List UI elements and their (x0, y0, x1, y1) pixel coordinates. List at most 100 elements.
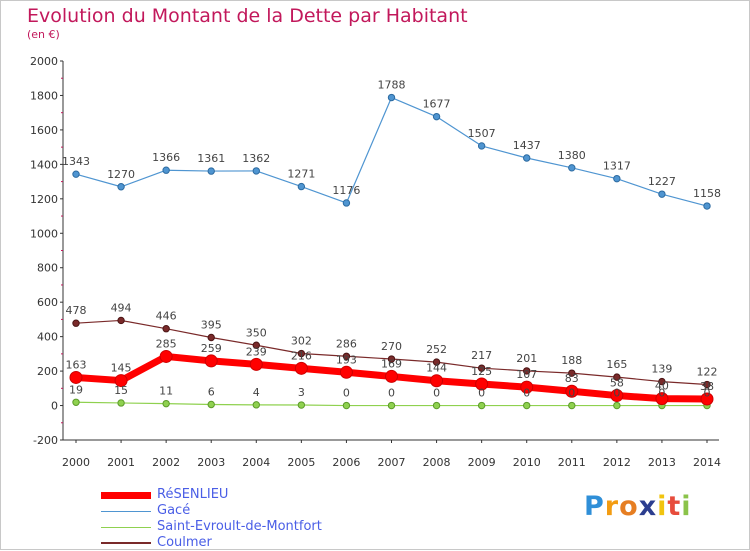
x-tick-label: 2008 (423, 456, 451, 469)
data-point (568, 369, 576, 377)
data-label: 1271 (287, 168, 315, 181)
data-label: 193 (336, 353, 357, 366)
y-tick-label: 1800 (30, 89, 58, 102)
data-label: 478 (66, 304, 87, 317)
data-point (477, 401, 486, 410)
data-point (207, 167, 215, 175)
data-label: 270 (381, 340, 402, 353)
data-point (252, 167, 260, 175)
legend-swatch (101, 510, 151, 512)
data-point (568, 164, 576, 172)
data-label: 169 (381, 357, 402, 370)
data-label: 188 (561, 354, 582, 367)
x-tick-label: 2006 (332, 456, 360, 469)
data-label: 0 (704, 387, 711, 400)
data-label: 165 (606, 358, 627, 371)
data-point (387, 93, 396, 102)
data-label: 145 (111, 362, 132, 375)
data-point (703, 380, 711, 389)
data-label: 11 (159, 385, 173, 398)
data-label: 1507 (468, 127, 496, 140)
chart-data-labels: 1343 1270 1366 1361 1362 1271 1176 1788 1677 1507… (62, 79, 721, 400)
data-label: 0 (478, 387, 485, 400)
data-point (297, 349, 306, 358)
data-point (72, 398, 80, 406)
data-point (523, 367, 531, 375)
chart-series (69, 93, 714, 410)
data-point (432, 401, 441, 410)
logo-letter: x (638, 491, 658, 522)
y-tick-label: 600 (37, 296, 58, 309)
data-point (385, 369, 398, 383)
logo-letter: o (619, 491, 639, 522)
data-point (703, 202, 711, 210)
data-point (432, 112, 441, 121)
data-label: 15 (114, 384, 128, 397)
x-tick-label: 2005 (287, 456, 315, 469)
data-label: 217 (471, 349, 492, 362)
legend-label: Coulmer (157, 535, 212, 550)
data-point (117, 399, 125, 407)
legend-swatch (101, 491, 151, 499)
data-point (69, 370, 83, 384)
data-label: 144 (426, 362, 447, 375)
x-tick-label: 2000 (62, 456, 90, 469)
data-label: 1677 (423, 98, 451, 111)
data-point (432, 358, 441, 366)
data-label: 446 (156, 310, 177, 323)
x-tick-label: 2004 (242, 456, 270, 469)
data-label: 1362 (242, 152, 270, 165)
logo-letter: i (657, 491, 668, 522)
data-label: 1158 (693, 187, 721, 200)
y-tick-label: 1400 (30, 158, 58, 171)
data-point (162, 399, 170, 408)
data-point (477, 364, 486, 372)
x-tick-label: 2007 (378, 456, 406, 469)
data-point (72, 170, 80, 178)
data-label: 163 (66, 358, 87, 371)
data-point (342, 352, 351, 360)
data-label: 0 (568, 387, 575, 400)
data-label: 1270 (107, 168, 135, 181)
y-tick-label: 1600 (30, 124, 58, 137)
data-label: 122 (697, 366, 718, 379)
data-point (72, 319, 80, 327)
data-label: 201 (516, 352, 537, 365)
data-point (477, 142, 486, 150)
data-label: 239 (246, 345, 267, 358)
data-label: 286 (336, 337, 357, 350)
data-point (159, 349, 173, 363)
data-label: 252 (426, 343, 447, 356)
y-tick-label: 1200 (30, 193, 58, 206)
y-tick-label: 400 (37, 331, 58, 344)
data-label: 58 (610, 377, 624, 390)
data-label: 259 (201, 342, 222, 355)
data-label: 0 (433, 387, 440, 400)
data-label: 285 (156, 337, 177, 350)
data-label: 0 (613, 387, 620, 400)
legend-label: Gacé (157, 503, 191, 518)
data-label: 216 (291, 349, 312, 362)
data-point (339, 365, 353, 379)
data-label: 1380 (558, 149, 586, 162)
legend-swatch (101, 542, 151, 544)
data-point (475, 377, 489, 391)
data-label: 350 (246, 326, 267, 339)
data-label: 0 (523, 387, 530, 400)
data-point (297, 401, 306, 409)
data-point (523, 401, 531, 410)
chart-title: Evolution du Montant de la Dette par Hab… (27, 5, 468, 27)
legend-label: RéSENLIEU (157, 487, 229, 502)
data-label: 19 (69, 383, 83, 396)
data-point (117, 183, 125, 191)
data-point (613, 174, 621, 183)
data-label: 0 (343, 387, 350, 400)
data-label: 139 (651, 363, 672, 376)
y-tick-label: 2000 (30, 55, 58, 68)
data-point (387, 355, 396, 363)
x-tick-label: 2001 (107, 456, 135, 469)
data-point (700, 392, 714, 406)
data-label: 494 (111, 301, 132, 314)
legend-label: Saint-Evroult-de-Montfort (157, 519, 322, 534)
